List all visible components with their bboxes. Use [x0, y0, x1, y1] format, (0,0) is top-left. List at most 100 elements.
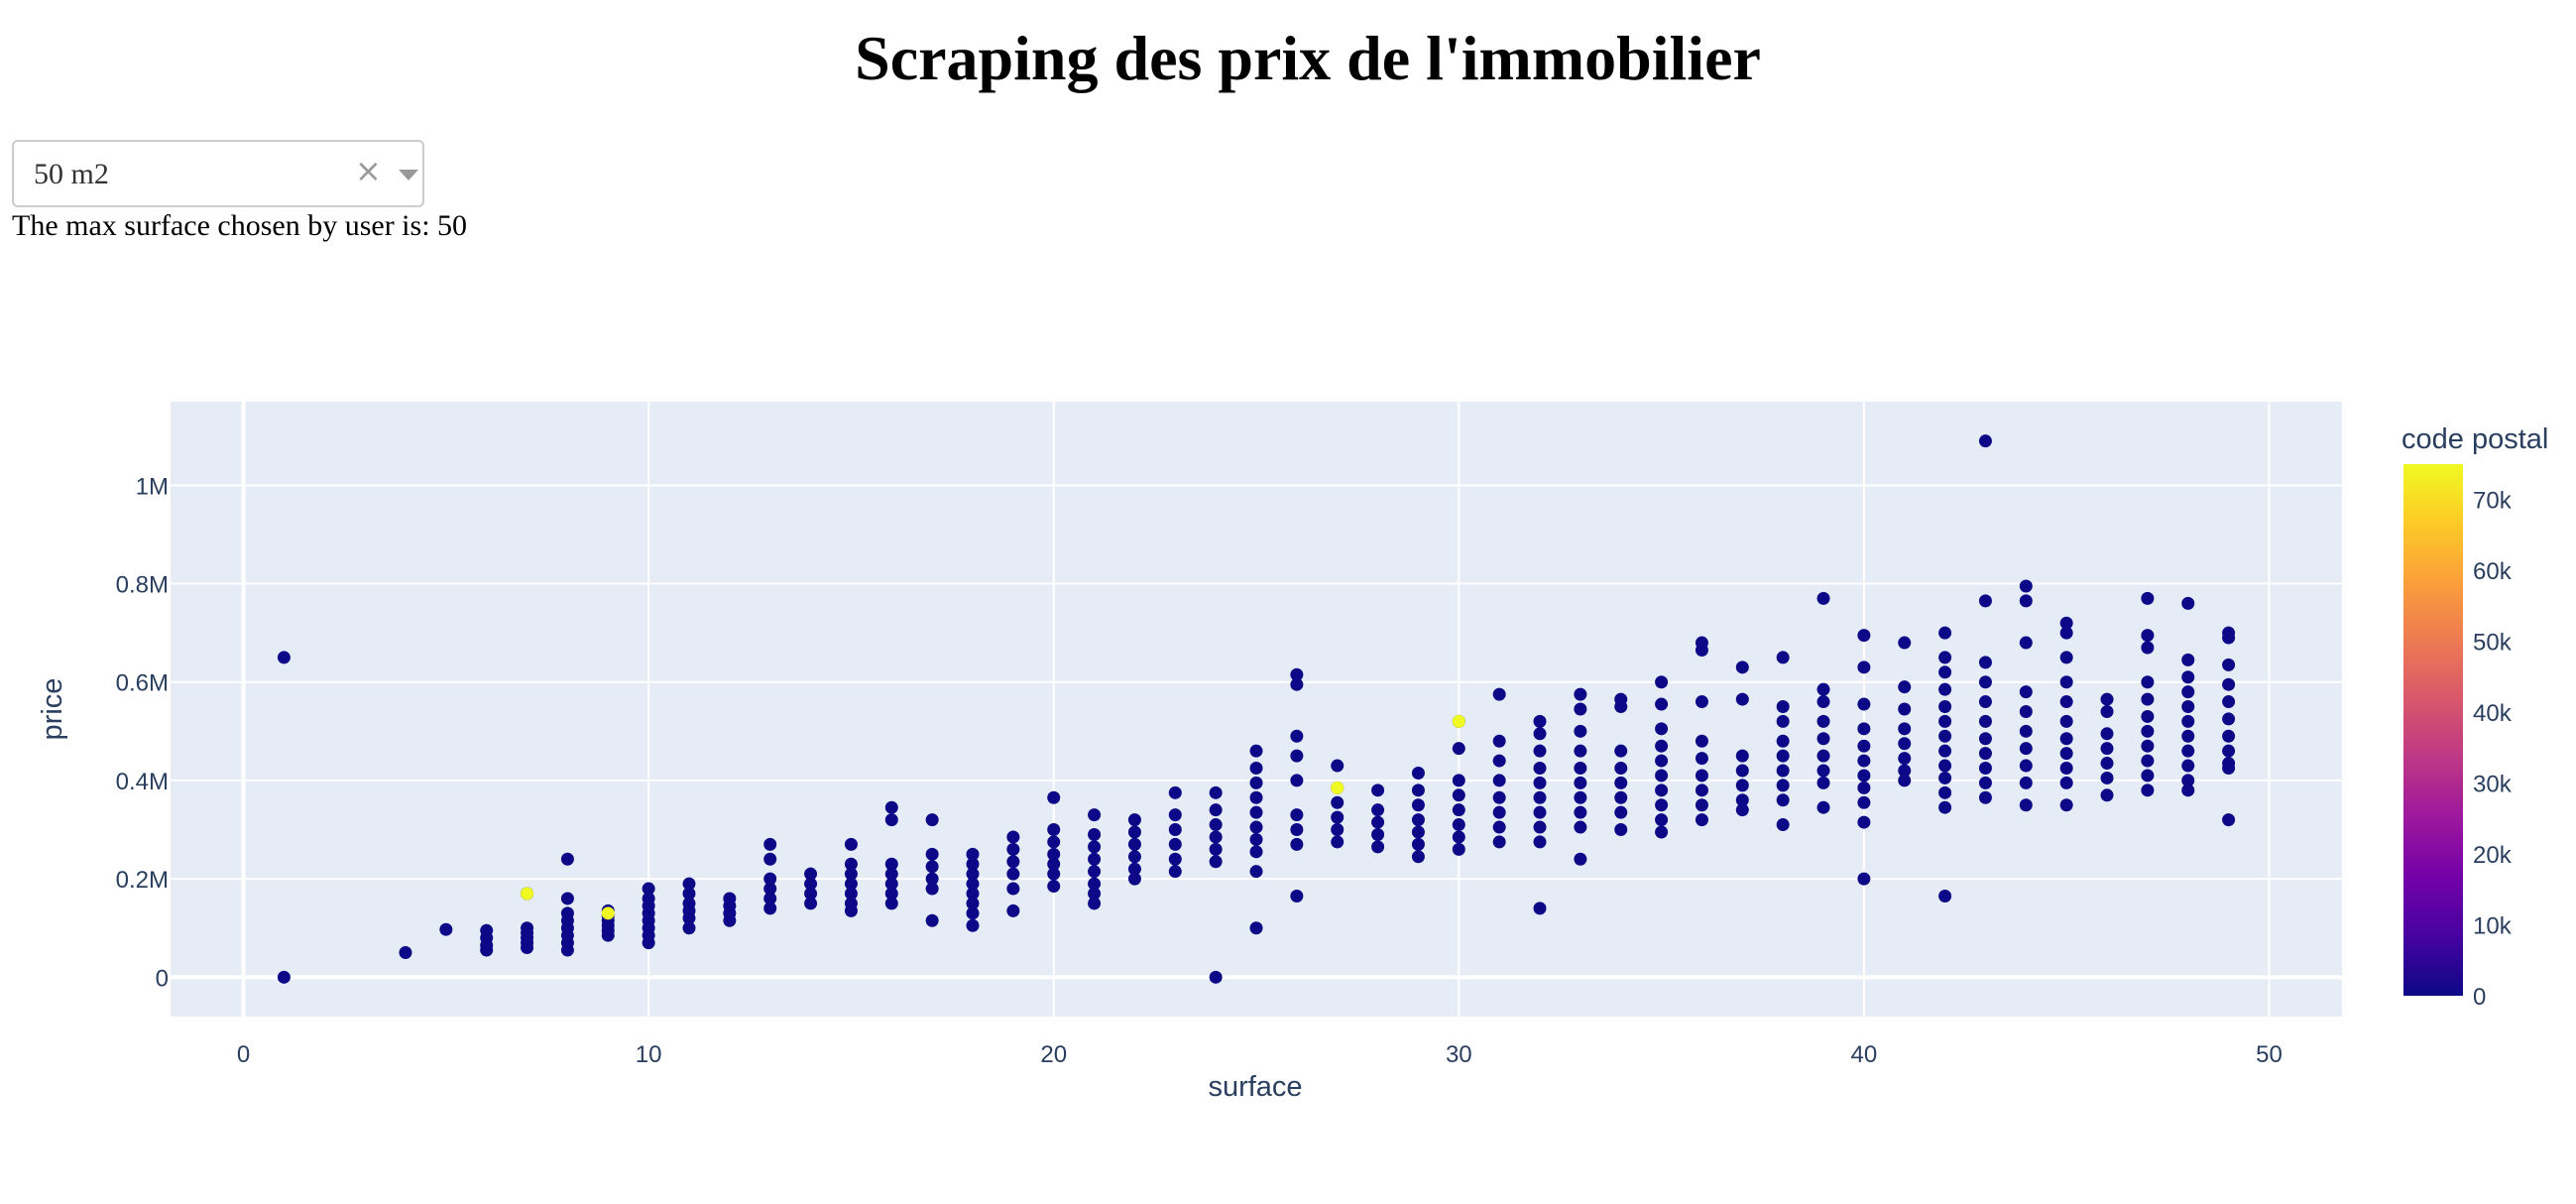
data-point[interactable]: [1290, 677, 1304, 691]
data-point[interactable]: [1857, 629, 1871, 643]
data-point[interactable]: [1492, 687, 1506, 701]
data-point[interactable]: [1857, 739, 1871, 753]
data-point[interactable]: [1006, 882, 1020, 896]
data-point[interactable]: [1938, 714, 1952, 728]
data-point[interactable]: [2019, 798, 2033, 812]
data-point[interactable]: [1088, 865, 1102, 879]
data-point[interactable]: [1168, 837, 1182, 851]
data-point[interactable]: [1978, 695, 1992, 709]
data-point[interactable]: [1249, 921, 1263, 935]
data-point[interactable]: [1331, 835, 1345, 849]
data-point[interactable]: [2100, 771, 2114, 784]
data-point[interactable]: [1249, 805, 1263, 819]
data-point[interactable]: [2181, 714, 2195, 728]
data-point[interactable]: [2059, 798, 2073, 812]
data-point[interactable]: [560, 892, 574, 905]
data-point[interactable]: [1655, 825, 1669, 839]
data-point[interactable]: [2141, 709, 2155, 723]
data-point[interactable]: [1816, 682, 1830, 696]
data-point[interactable]: [1816, 764, 1830, 778]
data-point[interactable]: [1898, 636, 1912, 650]
data-point[interactable]: [1614, 744, 1628, 758]
data-point[interactable]: [1938, 729, 1952, 743]
data-point[interactable]: [1857, 769, 1871, 783]
data-point[interactable]: [1776, 700, 1790, 714]
data-point[interactable]: [1978, 790, 1992, 804]
data-point[interactable]: [1209, 970, 1223, 984]
data-point[interactable]: [1290, 774, 1304, 787]
data-point[interactable]: [2181, 759, 2195, 773]
data-point[interactable]: [1857, 795, 1871, 809]
data-point[interactable]: [2059, 714, 2073, 728]
data-point[interactable]: [1249, 776, 1263, 789]
data-point[interactable]: [1371, 815, 1385, 829]
data-point[interactable]: [1857, 754, 1871, 768]
data-point[interactable]: [1411, 837, 1425, 851]
data-point[interactable]: [1290, 749, 1304, 763]
data-point[interactable]: [682, 887, 696, 901]
data-point[interactable]: [1290, 889, 1304, 903]
data-point-highlight[interactable]: [1452, 714, 1465, 728]
data-point[interactable]: [966, 906, 980, 920]
data-point[interactable]: [277, 970, 291, 984]
data-point[interactable]: [1492, 820, 1506, 834]
data-point[interactable]: [521, 941, 534, 955]
data-point[interactable]: [884, 877, 898, 891]
data-point[interactable]: [1816, 695, 1830, 709]
clear-icon[interactable]: ×: [355, 152, 382, 189]
data-point[interactable]: [1047, 790, 1061, 804]
data-point[interactable]: [1776, 818, 1790, 832]
data-point[interactable]: [1857, 815, 1871, 829]
data-point[interactable]: [1978, 747, 1992, 761]
data-point[interactable]: [884, 857, 898, 871]
data-point[interactable]: [1574, 744, 1587, 758]
data-point[interactable]: [682, 877, 696, 891]
data-point[interactable]: [2222, 729, 2236, 743]
data-point[interactable]: [1898, 702, 1912, 716]
data-point[interactable]: [1938, 744, 1952, 758]
data-point[interactable]: [1533, 762, 1547, 776]
data-point[interactable]: [2059, 732, 2073, 746]
data-point[interactable]: [1735, 803, 1749, 817]
data-point[interactable]: [1978, 656, 1992, 669]
data-point-highlight[interactable]: [521, 887, 534, 901]
data-point[interactable]: [1411, 825, 1425, 839]
data-point[interactable]: [925, 882, 939, 896]
data-point[interactable]: [966, 857, 980, 871]
data-point[interactable]: [1047, 823, 1061, 837]
data-point[interactable]: [1127, 825, 1141, 839]
data-point[interactable]: [2181, 685, 2195, 699]
data-point[interactable]: [1127, 813, 1141, 827]
surface-dropdown[interactable]: 50 m2 ×: [12, 140, 424, 207]
data-point[interactable]: [1735, 661, 1749, 674]
data-point[interactable]: [966, 877, 980, 891]
data-point[interactable]: [2100, 692, 2114, 706]
data-point[interactable]: [1574, 852, 1587, 866]
data-point[interactable]: [1047, 880, 1061, 894]
data-point[interactable]: [1371, 783, 1385, 797]
data-point[interactable]: [966, 887, 980, 901]
data-point[interactable]: [2222, 762, 2236, 776]
data-point[interactable]: [1006, 855, 1020, 869]
data-point[interactable]: [1492, 835, 1506, 849]
data-point[interactable]: [1735, 749, 1749, 763]
data-point[interactable]: [1006, 842, 1020, 856]
data-point[interactable]: [1533, 776, 1547, 789]
data-point[interactable]: [763, 892, 777, 905]
data-point[interactable]: [1655, 813, 1669, 827]
data-point[interactable]: [1735, 764, 1749, 778]
data-point[interactable]: [1614, 776, 1628, 789]
data-point[interactable]: [1168, 823, 1182, 837]
data-point[interactable]: [642, 936, 655, 950]
data-point[interactable]: [682, 911, 696, 925]
data-point[interactable]: [1127, 850, 1141, 864]
data-point[interactable]: [1411, 813, 1425, 827]
data-point[interactable]: [1898, 774, 1912, 787]
data-point[interactable]: [2141, 724, 2155, 738]
data-point[interactable]: [2141, 769, 2155, 783]
data-point[interactable]: [1614, 805, 1628, 819]
data-point[interactable]: [601, 928, 615, 942]
data-point[interactable]: [2019, 759, 2033, 773]
data-point[interactable]: [1655, 798, 1669, 812]
data-point[interactable]: [1655, 697, 1669, 711]
